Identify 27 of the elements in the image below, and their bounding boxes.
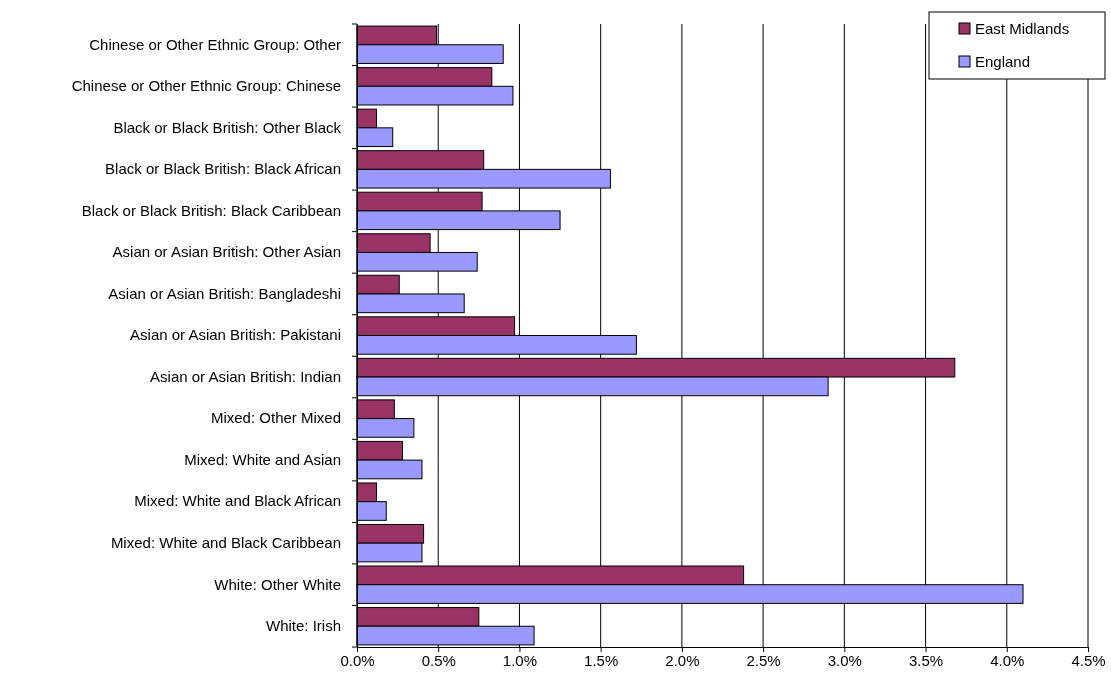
y-tick-label: Chinese or Other Ethnic Group: Other (89, 35, 341, 53)
x-tick-label: 2.5% (746, 651, 781, 669)
x-tick-label: 0.0% (340, 651, 375, 669)
y-tick-label: Mixed: White and Asian (184, 450, 341, 468)
legend-label: England (975, 53, 1031, 71)
x-tick-label: 1.0% (502, 651, 538, 669)
y-tick-label: Mixed: White and Black Caribbean (110, 533, 341, 551)
legend-label: East Midlands (975, 20, 1070, 38)
y-tick-label: Black or Black British: Black African (105, 160, 341, 178)
y-tick-label: White: Irish (265, 617, 341, 635)
y-tick-label: Chinese or Other Ethnic Group: Chinese (71, 77, 341, 95)
y-tick-label: Mixed: White and Black African (134, 492, 341, 510)
y-tick-label: Asian or Asian British: Bangladeshi (108, 284, 341, 302)
x-tick-label: 4.0% (990, 651, 1025, 669)
y-tick-label: Asian or Asian British: Pakistani (130, 326, 341, 344)
x-tick-label: 0.5% (421, 651, 456, 669)
y-tick-label: White: Other White (214, 575, 341, 593)
x-tick-label: 4.5% (1071, 651, 1106, 669)
x-tick-label: 2.0% (665, 651, 700, 669)
x-tick-label: 3.5% (908, 651, 944, 669)
x-tick-label: 3.0% (827, 651, 862, 669)
y-tick-label: Black or Black British: Other Black (113, 118, 342, 136)
y-tick-label: Black or Black British: Black Caribbean (81, 201, 341, 219)
x-tick-label: 1.5% (584, 651, 619, 669)
y-tick-label: Mixed: Other Mixed (210, 409, 341, 427)
y-tick-label: Asian or Asian British: Other Asian (112, 243, 341, 261)
y-tick-label: Asian or Asian British: Indian (150, 367, 341, 385)
